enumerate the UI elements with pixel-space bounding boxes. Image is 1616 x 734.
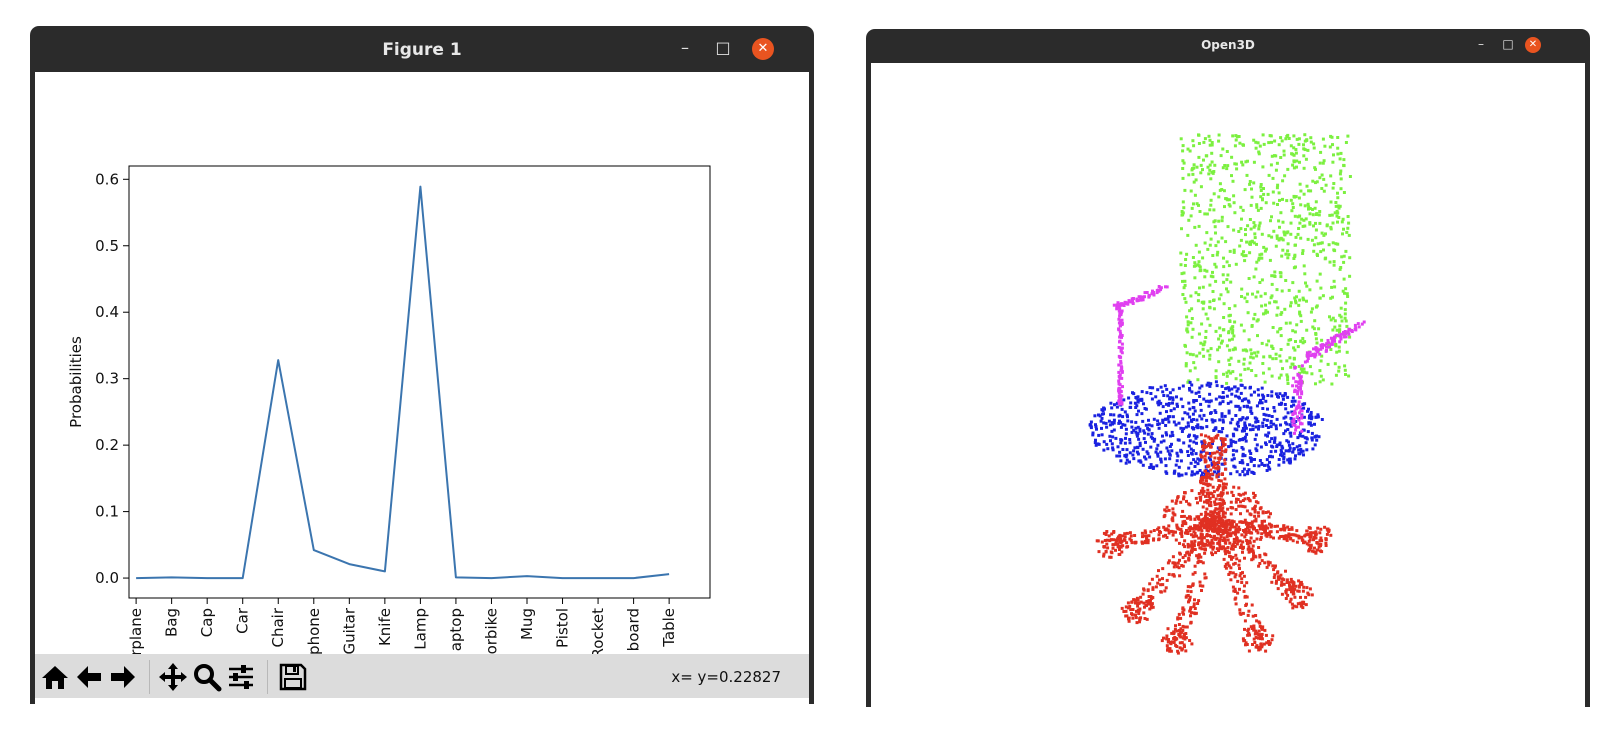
open3d-titlebar[interactable]: Open3D – □ ✕ [866,29,1590,63]
chair-point-cloud [1088,133,1366,655]
save-icon [279,663,307,691]
x-tick-label: Rocket [589,608,607,654]
figure-window-title: Figure 1 [382,40,462,60]
close-button[interactable]: ✕ [1525,37,1541,53]
y-tick-label: 0.3 [95,370,119,388]
y-tick-label: 0.0 [95,569,119,587]
open3d-window: Open3D – □ ✕ [866,29,1590,707]
y-tick-label: 0.1 [95,503,119,521]
x-tick-label: Guitar [340,607,358,654]
backrest-points [1179,133,1352,386]
x-tick-label: Pistol [554,608,572,648]
x-tick-label: rplane [127,608,145,654]
back-button[interactable] [73,661,105,693]
navigation-toolbar: x= y=0.22827 [35,654,809,698]
minimize-button[interactable]: – [681,38,689,57]
save-button[interactable] [277,661,309,693]
y-tick-label: 0.6 [95,170,119,188]
x-tick-label: Table [660,608,678,648]
armrest-points [1112,285,1366,435]
figure-canvas[interactable]: 0.0 0.1 0.2 0.3 0.4 0.5 0.6 Probabilities rplane… [35,72,809,704]
x-tick-label: Mug [518,608,536,640]
maximize-button[interactable]: □ [1502,37,1514,51]
point-cloud-viewport[interactable] [871,63,1585,707]
x-tick-label: phone [305,608,323,654]
x-tick-labels: rplane Bag Cap Car Chair phone Guitar Knife Lamp… [127,607,678,658]
y-axis-label: Probabilities [67,336,85,428]
maximize-button[interactable]: □ [715,38,731,57]
toolbar-separator [267,660,268,694]
toolbar-separator [149,660,150,694]
figure-window: Figure 1 – □ ✕ 0.0 0.1 0.2 0.3 0.4 0.5 0.6 Prob… [30,26,814,704]
figure-titlebar[interactable]: Figure 1 – □ ✕ [30,26,814,72]
y-tick-label: 0.5 [95,237,119,255]
zoom-button[interactable] [191,661,223,693]
pan-icon [159,663,187,691]
configure-subplots-button[interactable] [225,661,257,693]
x-tick-label: orbike [482,608,500,654]
close-button[interactable]: ✕ [752,38,774,60]
x-tick-label: Cap [198,608,216,637]
x-tick-label: Knife [376,608,394,646]
forward-button[interactable] [107,661,139,693]
back-arrow-icon [77,666,101,688]
cursor-coordinate-readout: x= y=0.22827 [671,668,781,686]
x-tick-label: Car [234,607,252,634]
x-tick-label: aptop [447,608,465,651]
seat-points [1088,380,1324,479]
x-tick-label: board [625,608,643,651]
pan-button[interactable] [157,661,189,693]
open3d-window-title: Open3D [1201,38,1255,52]
y-tick-label: 0.2 [95,436,119,454]
home-button[interactable] [39,661,71,693]
base-points [1095,433,1333,655]
probability-line-chart: 0.0 0.1 0.2 0.3 0.4 0.5 0.6 Probabilities rplane… [67,165,711,658]
x-tick-label: Lamp [411,608,429,650]
plot-area-frame [128,165,711,599]
minimize-button[interactable]: – [1478,37,1484,51]
forward-arrow-icon [111,666,135,688]
y-tick-label: 0.4 [95,303,119,321]
home-icon [42,666,68,689]
probability-series-line [136,185,670,580]
configure-subplots-icon [229,665,253,689]
zoom-icon [194,664,222,692]
x-tick-label: Chair [269,607,287,647]
x-tick-label: Bag [163,608,181,637]
